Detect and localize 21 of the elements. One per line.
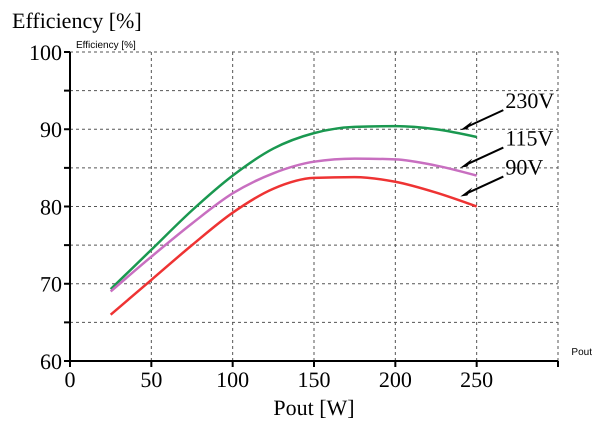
text: Pout	[571, 347, 592, 358]
line-series	[109, 124, 478, 290]
y-tick-label: 100	[29, 40, 62, 65]
x-tick-label: 0	[64, 367, 76, 392]
x-tick-label: 50	[140, 367, 162, 392]
series-label: 230V	[505, 88, 554, 114]
line-series	[109, 176, 478, 316]
y-tick-label: 90	[40, 117, 62, 142]
x-tick-label: 150	[298, 367, 330, 392]
series-label: 90V	[505, 154, 544, 180]
y-tick-label: 60	[40, 348, 62, 374]
x-tick-label: 200	[378, 367, 412, 392]
x-tick-label: 250	[460, 367, 494, 392]
line-series	[109, 157, 478, 293]
series-label: 115V	[505, 126, 554, 151]
y-axis-title: Efficiency [%]	[12, 8, 142, 33]
x-tick-label: 100	[216, 367, 250, 392]
y-tick-label: 80	[40, 194, 62, 220]
text: Efficiency [%]	[76, 40, 136, 51]
y-tick-label: 70	[40, 272, 62, 297]
x-axis-title: Pout [W]	[273, 395, 355, 420]
